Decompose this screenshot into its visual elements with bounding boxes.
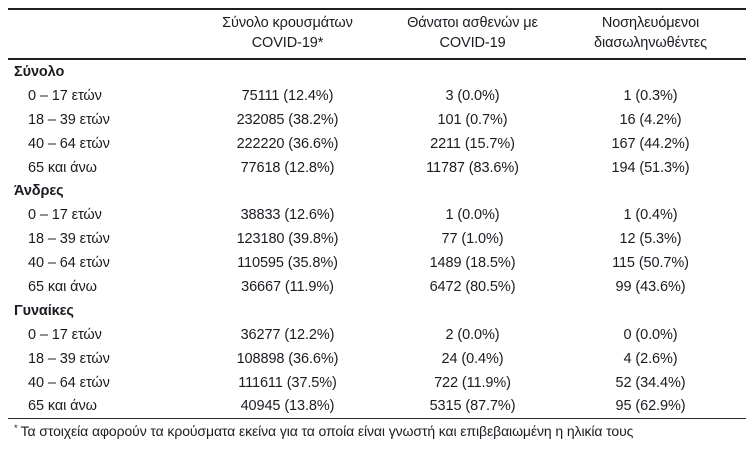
deaths-cell: 1 (0.0%): [445, 207, 500, 224]
intubated-cell: 4 (2.6%): [623, 350, 678, 367]
column-header-deaths-line1: Θάνατοι ασθενών με: [407, 15, 538, 31]
intubated-cell: 194 (51.3%): [611, 159, 690, 176]
deaths-cell: 2211 (15.7%): [430, 135, 515, 152]
intubated-cell: 99 (43.6%): [615, 278, 686, 295]
cases-cell: 222220 (36.6%): [236, 135, 339, 152]
cases-cell: 232085 (38.2%): [236, 111, 339, 128]
table-row: 18 – 39 ετών 232085 (38.2%) 101 (0.7%) 1…: [8, 108, 746, 132]
row-label: 65 και άνω: [28, 159, 97, 176]
cases-cell: 38833 (12.6%): [240, 207, 335, 224]
intubated-cell: 0 (0.0%): [623, 326, 678, 343]
column-header-deaths-line2: COVID-19: [439, 34, 506, 51]
table-row: 65 και άνω 40945 (13.8%) 5315 (87.7%) 95…: [8, 394, 746, 418]
section-label: Γυναίκες: [14, 302, 74, 319]
intubated-cell: 1 (0.4%): [623, 207, 678, 224]
intubated-cell: 1 (0.3%): [623, 87, 678, 104]
cases-cell: 111611 (37.5%): [238, 374, 337, 391]
deaths-cell: 2 (0.0%): [445, 326, 500, 343]
cases-cell: 36667 (11.9%): [241, 278, 334, 295]
deaths-cell: 101 (0.7%): [437, 111, 508, 128]
table-row: 0 – 17 ετών 36277 (12.2%) 2 (0.0%) 0 (0.…: [8, 323, 746, 347]
row-label: 65 και άνω: [28, 398, 97, 415]
row-label: 40 – 64 ετών: [28, 135, 110, 152]
table-row: 0 – 17 ετών 38833 (12.6%) 1 (0.0%) 1 (0.…: [8, 203, 746, 227]
section-label: Σύνολο: [14, 63, 65, 80]
column-header-intubated-line1: Νοσηλευόμενοι: [601, 15, 700, 31]
cases-cell: 123180 (39.8%): [236, 231, 339, 248]
section-header-men: Άνδρες: [8, 179, 746, 203]
section-header-total: Σύνολο: [8, 60, 746, 84]
row-label: 18 – 39 ετών: [28, 111, 110, 128]
row-label: 0 – 17 ετών: [28, 207, 102, 224]
table-row: 65 και άνω 36667 (11.9%) 6472 (80.5%) 99…: [8, 275, 746, 299]
header-bottom-rule: [8, 58, 746, 60]
cases-cell: 40945 (13.8%): [240, 398, 335, 415]
column-header-cases-line1: Σύνολο κρουσμάτων: [222, 15, 353, 31]
cases-cell: 77618 (12.8%): [240, 159, 335, 176]
intubated-cell: 115 (50.7%): [612, 255, 689, 272]
footnote-rule: [8, 418, 746, 420]
deaths-cell: 1489 (18.5%): [429, 255, 516, 272]
row-label: 0 – 17 ετών: [28, 87, 102, 104]
covid-stats-table: Σύνολο κρουσμάτων COVID-19* Θάνατοι ασθε…: [8, 8, 746, 439]
deaths-cell: 6472 (80.5%): [429, 278, 516, 295]
footnote-text: Τα στοιχεία αφορούν τα κρούσματα εκείνα …: [20, 423, 634, 440]
row-label: 40 – 64 ετών: [28, 374, 110, 391]
intubated-cell: 12 (5.3%): [619, 231, 682, 248]
column-header-intubated: Νοσηλευόμενοι διασωληνωθέντες: [555, 14, 746, 53]
deaths-cell: 3 (0.0%): [445, 87, 500, 104]
cases-cell: 108898 (36.6%): [236, 350, 339, 367]
table-row: 65 και άνω 77618 (12.8%) 11787 (83.6%) 1…: [8, 156, 746, 180]
cases-cell: 36277 (12.2%): [240, 326, 335, 343]
section-header-women: Γυναίκες: [8, 299, 746, 323]
intubated-cell: 16 (4.2%): [619, 111, 682, 128]
deaths-cell: 24 (0.4%): [441, 350, 504, 367]
column-header-deaths: Θάνατοι ασθενών με COVID-19: [390, 14, 555, 53]
row-label: 40 – 64 ετών: [28, 255, 110, 272]
row-label: 65 και άνω: [28, 278, 97, 295]
row-label: 18 – 39 ετών: [28, 350, 110, 367]
table-top-rule: [8, 8, 746, 10]
deaths-cell: 5315 (87.7%): [429, 398, 516, 415]
row-label: 18 – 39 ετών: [28, 231, 110, 248]
table-row: 40 – 64 ετών 222220 (36.6%) 2211 (15.7%)…: [8, 132, 746, 156]
deaths-cell: 11787 (83.6%): [426, 159, 519, 176]
intubated-cell: 52 (34.4%): [615, 374, 686, 391]
column-header-cases-line2: COVID-19*: [251, 34, 324, 51]
deaths-cell: 77 (1.0%): [441, 231, 504, 248]
deaths-cell: 722 (11.9%): [434, 374, 511, 391]
table-row: 40 – 64 ετών 110595 (35.8%) 1489 (18.5%)…: [8, 251, 746, 275]
table-row: 18 – 39 ετών 108898 (36.6%) 24 (0.4%) 4 …: [8, 347, 746, 371]
table-row: 18 – 39 ετών 123180 (39.8%) 77 (1.0%) 12…: [8, 227, 746, 251]
cases-cell: 75111 (12.4%): [241, 87, 334, 104]
table-row: 0 – 17 ετών 75111 (12.4%) 3 (0.0%) 1 (0.…: [8, 84, 746, 108]
intubated-cell: 167 (44.2%): [611, 135, 690, 152]
section-label: Άνδρες: [14, 183, 64, 200]
table-footnote: * Τα στοιχεία αφορούν τα κρούσματα εκείνα…: [8, 419, 746, 439]
row-label: 0 – 17 ετών: [28, 326, 102, 343]
column-header-cases: Σύνολο κρουσμάτων COVID-19*: [185, 14, 390, 53]
table-header-row: Σύνολο κρουσμάτων COVID-19* Θάνατοι ασθε…: [8, 10, 746, 58]
table-row: 40 – 64 ετών 111611 (37.5%) 722 (11.9%) …: [8, 371, 746, 395]
column-header-intubated-line2: διασωληνωθέντες: [593, 34, 707, 51]
footnote-marker: *: [14, 422, 18, 434]
cases-cell: 110595 (35.8%): [237, 255, 338, 272]
intubated-cell: 95 (62.9%): [615, 398, 686, 415]
